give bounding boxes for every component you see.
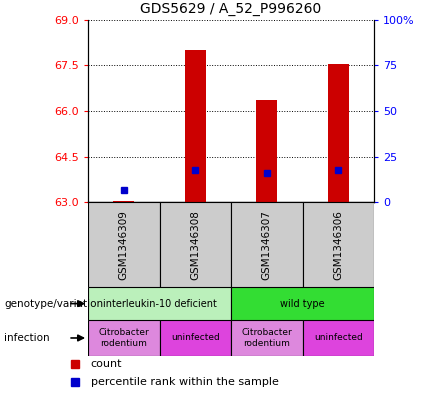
Bar [160,202,231,287]
Text: Citrobacter
rodentium: Citrobacter rodentium [242,328,292,348]
Bar [184,50,206,202]
Bar [113,201,135,202]
Text: percentile rank within the sample: percentile rank within the sample [91,377,279,387]
Text: wild type: wild type [280,299,325,309]
Text: uninfected: uninfected [171,334,220,342]
Bar [88,320,160,356]
Text: GSM1346309: GSM1346309 [119,210,129,279]
Bar [303,320,374,356]
Bar [256,100,278,202]
Bar [88,202,160,287]
Text: uninfected: uninfected [314,334,363,342]
Text: genotype/variation: genotype/variation [4,299,103,309]
Bar [327,64,349,202]
Bar [231,287,374,320]
Text: GSM1346307: GSM1346307 [262,210,272,279]
Text: GSM1346308: GSM1346308 [190,210,200,279]
Bar [88,287,231,320]
Text: Citrobacter
rodentium: Citrobacter rodentium [99,328,149,348]
Text: count: count [91,359,122,369]
Text: infection: infection [4,333,50,343]
Bar [303,202,374,287]
Text: interleukin-10 deficient: interleukin-10 deficient [103,299,216,309]
Text: GSM1346306: GSM1346306 [333,210,343,279]
Title: GDS5629 / A_52_P996260: GDS5629 / A_52_P996260 [140,2,322,16]
Bar [231,320,303,356]
Bar [231,202,303,287]
Bar [160,320,231,356]
